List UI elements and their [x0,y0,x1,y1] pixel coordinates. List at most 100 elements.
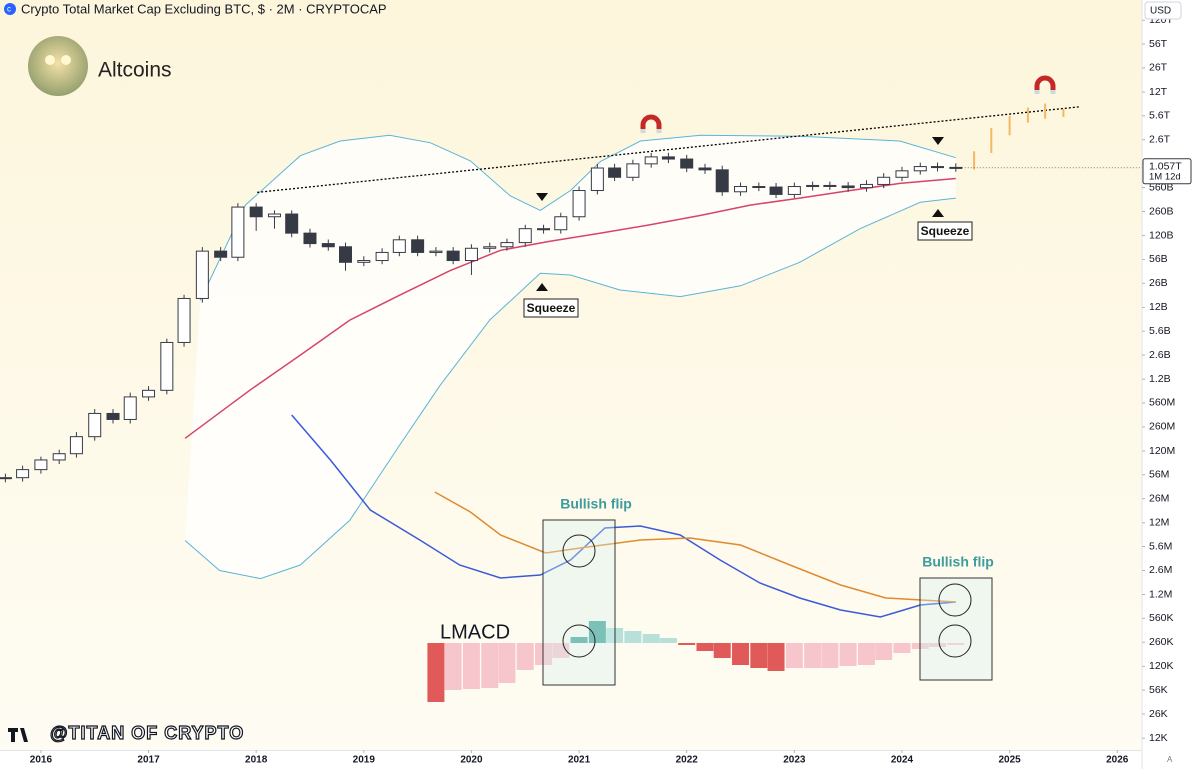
candle-body [69,436,83,455]
flip-box [542,519,616,686]
flip-circle [562,534,596,568]
flip-circle [562,624,596,658]
candle-body [769,186,783,195]
y-tick-label: 56M [1149,469,1169,481]
plot [0,103,1081,702]
x-tick-label: 2026 [1106,755,1129,766]
y-tick-label: 26B [1149,277,1168,289]
histogram-bar [624,631,642,643]
annotation: Squeeze [527,301,576,315]
candle-body [231,206,245,258]
y-tick-label: 56T [1149,38,1168,50]
y-tick-label: 5.6B [1149,325,1171,337]
annotation-box [523,298,579,318]
candle-body [877,176,891,185]
histogram-bar [570,637,588,643]
annotation: Bullish flip [922,554,994,570]
candle-body [214,250,228,258]
flip-circle [938,624,972,658]
histogram-bar [732,643,750,665]
candle-body [0,477,12,480]
candle-body [177,297,191,343]
histogram-bar [821,643,839,668]
trendline [257,106,1081,194]
symbol-logo-mark: c [7,5,11,14]
candle-body [661,156,675,160]
y-tick-label: 12M [1149,517,1169,529]
x-tick-label: 2016 [30,755,53,766]
candle-body [572,190,586,218]
currency-label[interactable]: USD [1150,6,1171,17]
histogram-bar [696,643,714,651]
lmacd-line [291,414,956,618]
y-tick-label: 260K [1149,636,1174,648]
histogram-bar [462,643,480,689]
arrow-up [536,283,548,291]
x-tick-label: 2018 [245,755,268,766]
candle-body [106,412,120,420]
candle-body [715,169,729,193]
candle-body [249,206,263,218]
histogram-bar [535,643,553,665]
histogram-bar [804,643,822,668]
band-fill [185,135,956,579]
histogram-bar [839,643,857,666]
currency-button[interactable] [1144,1,1182,20]
candle-body [392,239,406,253]
x-tick-label: 2020 [460,755,483,766]
candle-body [590,167,604,192]
y-tick-label: 26T [1149,62,1168,74]
magnet-tip [640,129,662,133]
histogram-bar [444,643,462,690]
candle-body [626,163,640,178]
histogram-bar [481,643,499,688]
indicator-label: LMACD [440,621,510,643]
histogram-bar [857,643,875,665]
y-tick-label: 2.6M [1149,564,1172,576]
candle-body [787,186,801,195]
symbol-logo [4,3,16,15]
y-tick-label: 2.6T [1149,134,1171,146]
candle-body [357,260,371,263]
candle-body [267,213,281,218]
candle-body [608,167,622,178]
candle-body [195,250,209,299]
candle-body [429,250,443,253]
candle-body [734,186,748,193]
candle-body [446,250,460,262]
histogram-bar [659,638,677,643]
y-tick-label: 120M [1149,445,1175,457]
candle-body [644,156,658,165]
x-tick-label: 2021 [568,755,591,766]
arrow-down [536,193,548,201]
candle-body [895,170,909,178]
y-tick-label: 5.6T [1149,110,1171,122]
arrow-up [932,209,944,217]
auto-scale[interactable]: A [1167,755,1173,764]
y-tick-label: 1.2M [1149,588,1172,600]
candle-body [698,167,712,171]
upper-band [199,134,956,301]
candle-body [823,184,837,187]
candle-body [88,412,102,438]
overlay: 2016 2017 2018 2019 2020 2021 2022 2023 2024 2025… [30,14,1192,766]
price-axis-panel [1142,0,1200,769]
candle-body [375,251,389,262]
x-tick-label: 2023 [783,755,806,766]
histogram-bar [767,643,785,671]
candle-body [285,213,299,234]
candle-body [913,166,927,172]
candle-body [500,242,514,248]
histogram-bar [947,643,965,645]
tv-logo [8,728,28,742]
flip-circle [938,583,972,617]
histogram-bar [928,643,946,647]
x-tick-label: 2024 [891,755,914,766]
avatar-eye [61,55,71,65]
histogram-bar [552,643,570,658]
histogram-bar [642,634,660,643]
flip-box [919,577,993,681]
signal-line [434,491,956,603]
y-tick-label: 26K [1149,708,1168,720]
